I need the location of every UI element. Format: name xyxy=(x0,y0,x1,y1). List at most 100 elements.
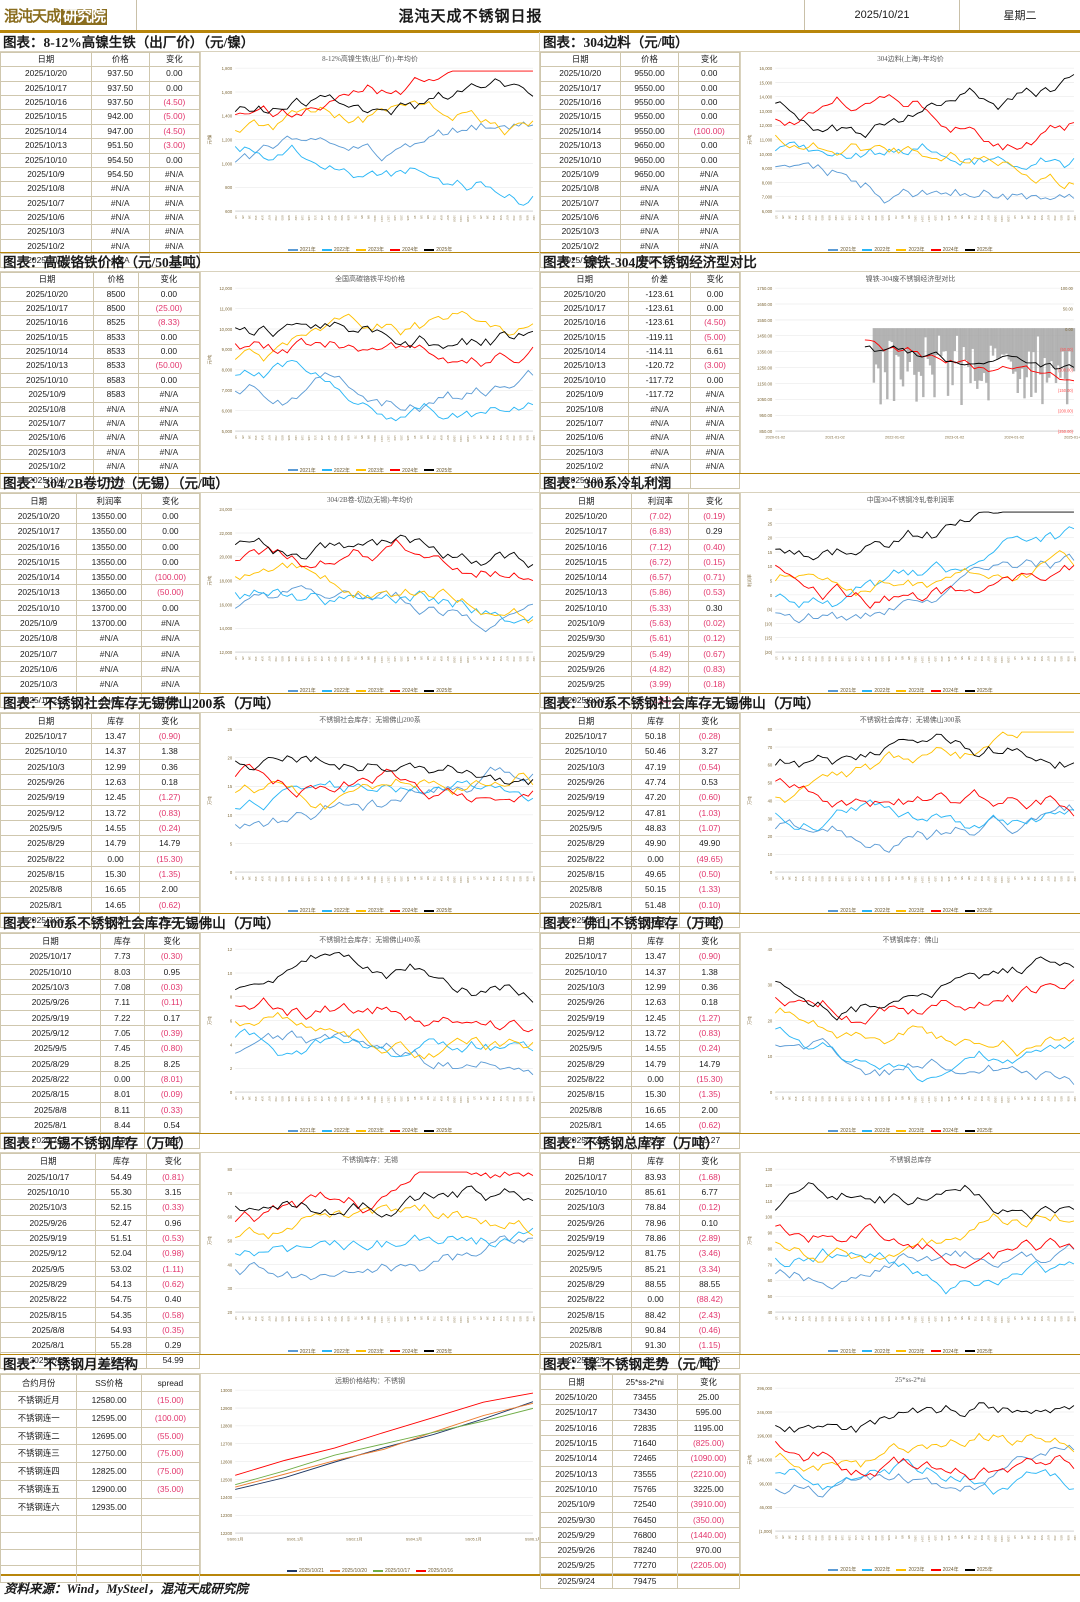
table-cell: 2025/10/17 xyxy=(539,300,630,317)
report-block-inv-total: 图表：不锈钢总库存（万吨） 日期 库存 变化 2025/10/17 83.93 (1.68)… xyxy=(540,1133,1080,1369)
svg-text:5/23: 5/23 xyxy=(340,435,344,441)
table-cell: 12.45 xyxy=(630,1009,681,1027)
table-cell: 47.19 xyxy=(630,758,681,776)
svg-text:5/23: 5/23 xyxy=(880,1096,884,1102)
svg-text:9/8: 9/8 xyxy=(907,1317,911,1321)
chart-title: 不锈钢社会库存：无锡佛山300系 xyxy=(859,715,962,724)
table-cell: 52.04 xyxy=(95,1245,148,1262)
svg-text:5/23: 5/23 xyxy=(340,215,344,221)
table-row: 2025/10/20 9550.00 0.00 xyxy=(540,66,740,82)
svg-text:30: 30 xyxy=(768,816,773,821)
svg-text:2/23: 2/23 xyxy=(940,1096,944,1102)
svg-text:8,000: 8,000 xyxy=(762,180,773,185)
table-cell: (0.30) xyxy=(143,948,201,965)
svg-text:11/5: 11/5 xyxy=(300,435,304,441)
svg-text:6/26: 6/26 xyxy=(347,656,351,662)
column-header: SS价格 xyxy=(76,1373,142,1393)
svg-text:11/14: 11/14 xyxy=(920,656,924,663)
legend-item: 2023年 xyxy=(355,687,384,694)
table-row: 2025/8/8 16.65 2.00 xyxy=(0,881,200,898)
svg-text:8/23: 8/23 xyxy=(821,1096,825,1102)
svg-text:5/14: 5/14 xyxy=(261,1317,265,1323)
svg-text:4/11: 4/11 xyxy=(1033,1535,1037,1541)
svg-text:11/5: 11/5 xyxy=(300,876,304,882)
table-cell: #N/A xyxy=(76,676,142,693)
table-cell: (0.58) xyxy=(146,1306,200,1323)
svg-text:8/23: 8/23 xyxy=(519,215,523,221)
table-cell: 2025/10/6 xyxy=(540,209,621,226)
table-cell: 15.27 xyxy=(139,911,200,929)
table-row: 2025/8/8 54.93 (0.35) xyxy=(0,1321,200,1339)
table-cell: 8525 xyxy=(93,315,139,331)
table-cell: 51.58 xyxy=(679,911,740,929)
table-cell: 79475 xyxy=(611,1572,679,1590)
svg-text:8/14: 8/14 xyxy=(980,1096,984,1102)
svg-text:13,000: 13,000 xyxy=(759,109,773,114)
table-row: 2025/9/12 7.05 (0.39) xyxy=(0,1024,201,1042)
svg-text:6/26: 6/26 xyxy=(887,876,891,882)
table-cell: 2025/10/15 xyxy=(539,553,633,571)
table-cell: 13550.00 xyxy=(76,507,142,525)
table-cell xyxy=(137,473,201,489)
svg-text:4/20: 4/20 xyxy=(874,1096,878,1102)
table-cell: 2025/10/20 xyxy=(0,507,78,525)
svg-text:10/2: 10/2 xyxy=(1073,215,1077,221)
svg-text:10/20: 10/20 xyxy=(993,215,997,222)
svg-text:3/8: 3/8 xyxy=(247,1096,251,1100)
table-cell: #N/A xyxy=(137,401,201,417)
table-cell: 2025/9/26 xyxy=(0,1214,97,1231)
svg-text:4/11: 4/11 xyxy=(492,1096,496,1102)
legend-item: 2023年 xyxy=(896,907,925,914)
table-cell: 0.00 xyxy=(137,344,201,360)
table-cell: (50.00) xyxy=(140,584,201,601)
table-cell: 2025/10/10 xyxy=(540,963,632,981)
logo-icon: 混沌天成 研究院 xyxy=(4,5,108,26)
svg-text:(15): (15) xyxy=(765,635,773,640)
chart-legend: 2021年 2022年 2023年 2024年 2025年 xyxy=(201,246,539,254)
table-row: 2025/10/9 13700.00 #N/A xyxy=(0,615,201,632)
table-cell: 0.96 xyxy=(146,1214,200,1231)
legend-item: 2025/10/17 xyxy=(373,1568,410,1574)
svg-text:1,800: 1,800 xyxy=(222,66,233,71)
svg-text:10/2: 10/2 xyxy=(532,876,536,882)
chart-container: 不锈钢社会库存：无锡佛山400系 12 10 8 6 4 2 0 万吨 1/2 2/5 3/8 4/11… xyxy=(200,933,539,1134)
svg-text:2/5: 2/5 xyxy=(241,215,245,219)
block-row: 图表：304/2B卷切边（无锡）（元/吨） 日期 利润率 变化 2025/10/20 13… xyxy=(0,472,1080,708)
chart-legend: 2021年 2022年 2023年 2024年 2025年 xyxy=(741,1348,1080,1356)
column-header: 日期 xyxy=(540,1153,632,1170)
table-cell: 85.21 xyxy=(630,1260,681,1277)
svg-text:9/17: 9/17 xyxy=(446,215,450,221)
svg-text:7,000: 7,000 xyxy=(222,388,233,393)
table-cell: 2025/10/10 xyxy=(540,1480,613,1498)
chart-container: 304边料(上海)-年均价 16,000 15,000 14,000 13,000 12,… xyxy=(740,52,1080,253)
table-cell: 47.74 xyxy=(630,774,681,791)
table-row: 2025/10/2 #N/A #N/A xyxy=(0,691,201,708)
table-row: 2025/10/6 #N/A #N/A xyxy=(0,430,201,446)
column-header: 日期 xyxy=(0,51,92,68)
svg-text:4/11: 4/11 xyxy=(1033,656,1037,662)
legend-item: 2022年 xyxy=(862,246,890,253)
svg-text:2/14: 2/14 xyxy=(320,215,324,221)
table-cell: 12.99 xyxy=(630,979,681,996)
table-cell: 2025/10/9 xyxy=(540,166,621,183)
table-cell: (5.61) xyxy=(631,630,690,647)
column-header: 变化 xyxy=(143,933,201,950)
legend-item: 2021年 xyxy=(287,1127,316,1134)
svg-text:4/2: 4/2 xyxy=(413,876,417,880)
svg-text:11/23: 11/23 xyxy=(1000,1317,1004,1324)
table-cell: 88.55 xyxy=(679,1275,740,1293)
table-cell: 88.55 xyxy=(630,1275,681,1293)
table-cell: #N/A xyxy=(90,195,150,211)
svg-text:30: 30 xyxy=(228,1286,233,1291)
table-cell: 2025/8/15 xyxy=(0,865,92,883)
table-cell: 2025/9/5 xyxy=(540,1260,632,1277)
table-row: 2025/8/1 51.48 (0.10) xyxy=(540,896,740,913)
table-row: 2025/10/9 954.50 #N/A xyxy=(0,166,201,183)
column-header: 价格 xyxy=(93,272,139,288)
table-cell: #N/A xyxy=(76,691,142,708)
table-row: 2025/9/5 14.55 (0.24) xyxy=(540,1040,740,1057)
svg-text:4/11: 4/11 xyxy=(794,215,798,221)
svg-text:10/2: 10/2 xyxy=(834,1317,838,1323)
table-row: 2025/9/5 85.21 (3.34) xyxy=(540,1260,740,1277)
svg-text:3/8: 3/8 xyxy=(1027,876,1031,880)
